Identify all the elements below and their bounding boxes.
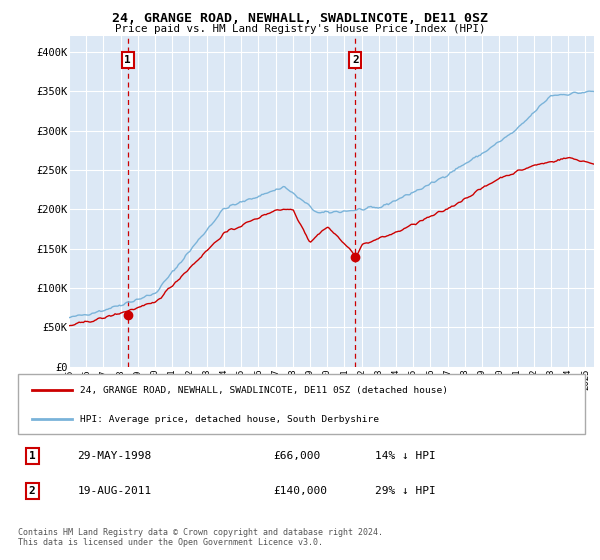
Text: Price paid vs. HM Land Registry's House Price Index (HPI): Price paid vs. HM Land Registry's House … [115, 24, 485, 34]
Text: 2: 2 [29, 486, 35, 496]
FancyBboxPatch shape [18, 374, 585, 434]
Text: Contains HM Land Registry data © Crown copyright and database right 2024.
This d: Contains HM Land Registry data © Crown c… [18, 528, 383, 547]
Text: 24, GRANGE ROAD, NEWHALL, SWADLINCOTE, DE11 0SZ (detached house): 24, GRANGE ROAD, NEWHALL, SWADLINCOTE, D… [80, 386, 448, 395]
Text: 1: 1 [124, 55, 131, 65]
Text: HPI: Average price, detached house, South Derbyshire: HPI: Average price, detached house, Sout… [80, 415, 379, 424]
Text: 14% ↓ HPI: 14% ↓ HPI [375, 451, 436, 461]
Text: 29-MAY-1998: 29-MAY-1998 [77, 451, 152, 461]
Text: £66,000: £66,000 [273, 451, 320, 461]
Text: 2: 2 [352, 55, 359, 65]
Text: £140,000: £140,000 [273, 486, 327, 496]
Text: 19-AUG-2011: 19-AUG-2011 [77, 486, 152, 496]
Text: 24, GRANGE ROAD, NEWHALL, SWADLINCOTE, DE11 0SZ: 24, GRANGE ROAD, NEWHALL, SWADLINCOTE, D… [112, 12, 488, 25]
Text: 29% ↓ HPI: 29% ↓ HPI [375, 486, 436, 496]
Text: 1: 1 [29, 451, 35, 461]
